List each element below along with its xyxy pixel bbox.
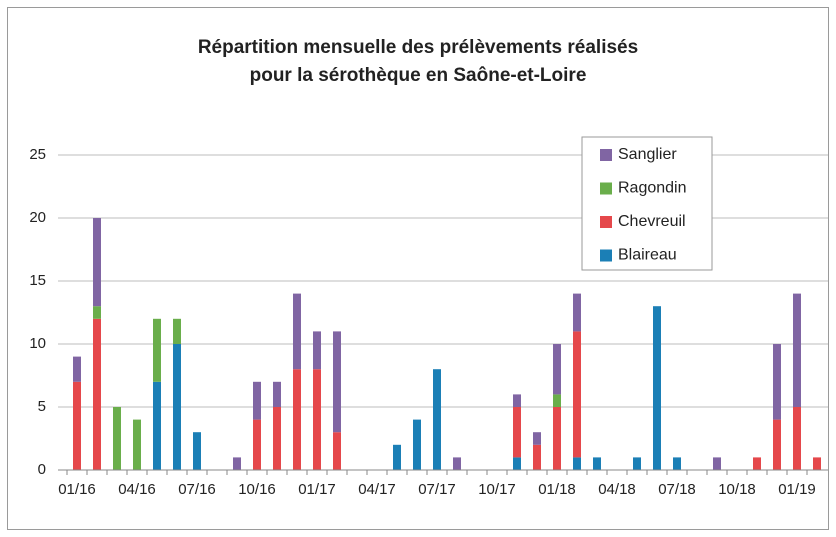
bar-segment [313,369,321,470]
bar-segment [393,444,401,470]
x-tick-label: 01/18 [538,481,576,498]
legend-swatch [600,149,612,161]
bar-segment [793,293,801,407]
x-tick-label: 04/18 [598,481,636,498]
bar-segment [533,432,541,445]
chart-title: Répartition mensuelle des prélèvements r… [198,37,638,58]
x-tick-label: 10/18 [718,481,756,498]
legend-label: Chevreuil [618,213,686,230]
x-tick-label: 04/16 [118,481,156,498]
bar-segment [173,344,181,470]
legend-swatch [600,216,612,228]
bar-segment [73,356,81,382]
x-tick-label: 01/17 [298,481,336,498]
bar-segment [413,419,421,470]
bar-segment [233,457,241,470]
bar-segment [253,419,261,470]
bar-segment [673,457,681,470]
bar-segment [293,293,301,370]
x-tick-label: 07/17 [418,481,456,498]
bar-segment [553,394,561,407]
x-tick-label: 07/18 [658,481,696,498]
bar-segment [513,407,521,458]
bar-segment [113,407,121,470]
bar-segment [773,419,781,470]
y-tick-label: 5 [38,398,46,415]
legend-swatch [600,182,612,195]
bar-segment [773,344,781,420]
bar-segment [93,318,101,470]
bar-segment [93,218,101,307]
bar-segment [153,318,161,382]
bar-segment [153,381,161,470]
bar-segment [273,381,281,407]
bar-segment [553,344,561,395]
bar-segment [713,457,721,470]
bar-segment [573,457,581,470]
x-tick-label: 01/16 [58,481,96,498]
legend-label: Sanglier [618,146,677,163]
bar-segment [313,331,321,370]
bar-segment [513,457,521,470]
bar-segment [633,457,641,470]
bar-segment [653,306,661,470]
bar-segment [253,381,261,420]
bar-segment [753,457,761,470]
bar-segment [173,318,181,344]
x-tick-label: 10/17 [478,481,516,498]
bar-segment [93,306,101,319]
x-tick-label: 04/17 [358,481,396,498]
bar-segment [73,381,81,470]
x-tick-label: 10/16 [238,481,276,498]
legend-label: Blaireau [618,247,677,264]
bar-segment [513,394,521,407]
bar-segment [573,331,581,458]
bar-segment [793,407,801,470]
y-tick-label: 20 [29,209,46,226]
bar-segment [273,407,281,470]
legend-swatch [600,249,612,262]
bar-segment [553,407,561,470]
x-tick-label: 07/16 [178,481,216,498]
bar-segment [533,444,541,470]
y-tick-label: 10 [29,335,46,352]
bar-segment [573,293,581,332]
bar-segment [813,457,821,470]
bar-segment [333,432,341,470]
legend-label: Ragondin [618,180,687,197]
bar-segment [193,432,201,470]
bar-segment [593,457,601,470]
y-tick-label: 15 [29,272,46,289]
x-tick-label: 01/19 [778,481,816,498]
bar-segment [133,419,141,470]
chart-title: pour la sérothèque en Saône-et-Loire [250,65,587,86]
bar-segment [333,331,341,433]
y-tick-label: 25 [29,146,46,163]
y-tick-label: 0 [38,461,46,478]
bar-segment [453,457,461,470]
bar-segment [433,369,441,470]
bar-segment [293,369,301,470]
